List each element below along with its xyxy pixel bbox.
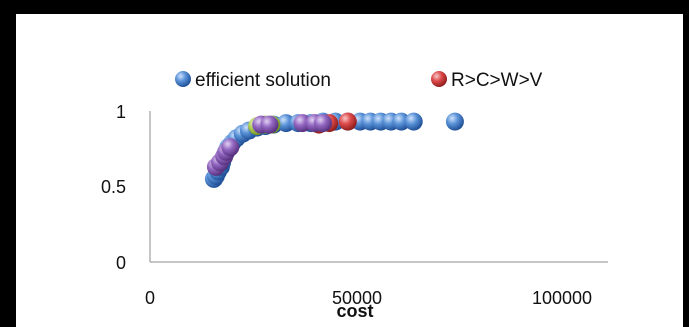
data-point-series-3-4 — [221, 138, 240, 157]
data-point-series-0-27 — [445, 112, 464, 131]
data-point-series-0-25 — [392, 112, 411, 131]
legend-marker-efficient-solution — [175, 71, 191, 87]
y-tick-label-0: 0 — [116, 253, 126, 273]
data-points — [204, 112, 464, 188]
data-point-series-3-6 — [260, 115, 279, 134]
data-point-series-0-15 — [277, 114, 295, 133]
data-point-series-0-26 — [404, 112, 423, 131]
data-point-series-1-2 — [338, 112, 357, 131]
legend-label-efficient-solution: efficient solution — [195, 70, 331, 91]
y-tick-label-0-5: 0.5 — [101, 177, 126, 197]
data-point-series-3-9 — [314, 114, 332, 133]
data-point-series-3-7 — [293, 114, 312, 133]
y-tick-label-1: 1 — [116, 102, 126, 122]
x-tick-label-50000: 50000 — [332, 288, 382, 308]
x-tick-label-0: 0 — [145, 288, 155, 308]
x-axis-title: cost — [336, 301, 373, 321]
x-tick-label-100000: 100000 — [532, 288, 592, 308]
legend: efficient solution R>C>W>V — [175, 70, 543, 91]
legend-label-r-c-w-v: R>C>W>V — [451, 70, 543, 91]
chart-area-background — [16, 14, 683, 327]
legend-marker-r-c-w-v — [431, 71, 447, 87]
